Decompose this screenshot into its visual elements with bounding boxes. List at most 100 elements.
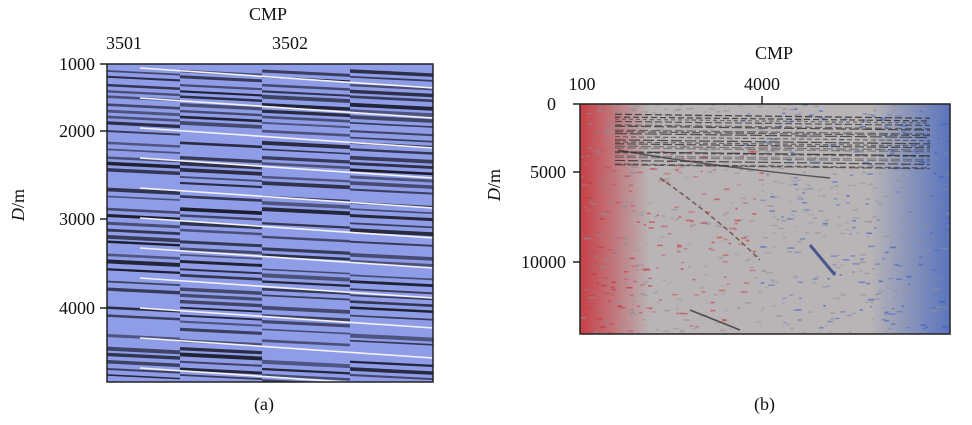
noise-speck bbox=[945, 212, 950, 214]
noise-speck bbox=[743, 282, 749, 284]
noise-speck bbox=[830, 312, 835, 314]
noise-speck bbox=[611, 104, 617, 107]
noise-speck bbox=[769, 121, 773, 124]
noise-speck bbox=[678, 166, 684, 169]
noise-speck bbox=[622, 205, 627, 207]
noise-speck bbox=[876, 274, 881, 276]
noise-speck bbox=[776, 219, 780, 221]
reflection-event bbox=[614, 147, 931, 153]
noise-speck bbox=[749, 266, 754, 269]
reflection-event bbox=[179, 253, 263, 260]
noise-speck bbox=[607, 300, 612, 302]
noise-speck bbox=[725, 211, 729, 214]
noise-speck bbox=[860, 258, 865, 260]
noise-speck bbox=[875, 293, 880, 296]
noise-speck bbox=[892, 289, 898, 292]
noise-speck bbox=[905, 133, 909, 136]
noise-speck bbox=[758, 179, 764, 181]
reflection-event bbox=[107, 352, 181, 360]
noise-speck bbox=[591, 290, 594, 292]
noise-speck bbox=[892, 162, 900, 164]
reflection-event bbox=[107, 121, 181, 129]
noise-speck bbox=[831, 297, 835, 299]
noise-speck bbox=[591, 203, 598, 205]
noise-speck bbox=[593, 150, 601, 152]
reflection-event bbox=[179, 320, 263, 327]
noise-speck bbox=[832, 173, 837, 175]
noise-speck bbox=[860, 253, 867, 256]
reflection-event bbox=[614, 116, 931, 122]
noise-speck bbox=[759, 172, 764, 174]
noise-speck bbox=[657, 244, 663, 247]
noise-speck bbox=[867, 164, 872, 166]
noise-speck bbox=[713, 198, 720, 201]
white-line bbox=[139, 307, 433, 329]
noise-speck bbox=[722, 318, 727, 321]
noise-speck bbox=[871, 318, 874, 320]
noise-speck bbox=[646, 123, 653, 125]
reflection-event bbox=[179, 181, 263, 189]
reflection-event bbox=[349, 95, 433, 103]
noise-speck bbox=[714, 225, 722, 227]
noise-speck bbox=[753, 198, 757, 200]
noise-speck bbox=[836, 204, 840, 206]
panel-a-reflection-events bbox=[107, 67, 433, 382]
noise-speck bbox=[776, 315, 783, 317]
noise-speck bbox=[787, 247, 795, 249]
noise-speck bbox=[684, 248, 688, 250]
noise-speck bbox=[724, 188, 730, 190]
noise-speck bbox=[849, 174, 854, 177]
reflection-event bbox=[107, 346, 181, 355]
noise-speck bbox=[636, 127, 639, 129]
noise-speck bbox=[908, 228, 914, 231]
noise-speck bbox=[649, 308, 652, 311]
noise-speck bbox=[710, 301, 715, 304]
noise-speck bbox=[795, 188, 800, 191]
noise-speck bbox=[662, 279, 666, 282]
reflection-event bbox=[179, 360, 263, 367]
reflection-event bbox=[261, 175, 351, 183]
noise-speck bbox=[923, 224, 929, 227]
noise-speck bbox=[602, 212, 609, 215]
reflection-event bbox=[107, 314, 181, 321]
noise-speck bbox=[793, 177, 798, 179]
noise-speck bbox=[866, 232, 873, 235]
reflection-event bbox=[107, 280, 181, 287]
noise-speck bbox=[786, 217, 791, 220]
noise-speck bbox=[789, 151, 795, 154]
noise-speck bbox=[945, 213, 950, 216]
noise-speck bbox=[655, 105, 659, 107]
noise-speck bbox=[877, 292, 882, 294]
noise-speck bbox=[605, 166, 612, 169]
noise-speck bbox=[835, 297, 841, 300]
noise-speck bbox=[761, 270, 767, 272]
noise-speck bbox=[793, 309, 799, 311]
noise-speck bbox=[611, 281, 616, 283]
noise-speck bbox=[611, 282, 617, 284]
noise-speck bbox=[896, 180, 903, 182]
noise-speck bbox=[875, 200, 879, 202]
noise-speck bbox=[734, 228, 737, 231]
panel-b-y-tick-5000: 5000 bbox=[530, 162, 566, 182]
noise-speck bbox=[745, 302, 751, 304]
noise-speck bbox=[676, 108, 683, 110]
reflection-event bbox=[614, 125, 931, 131]
noise-speck bbox=[896, 313, 900, 315]
noise-speck bbox=[827, 277, 830, 280]
noise-speck bbox=[760, 282, 765, 284]
reflection-event bbox=[179, 299, 263, 308]
noise-speck bbox=[603, 110, 607, 113]
reflection-event bbox=[107, 130, 181, 136]
noise-speck bbox=[760, 199, 766, 202]
noise-speck bbox=[883, 235, 890, 238]
noise-speck bbox=[711, 149, 715, 151]
reflection-event bbox=[349, 168, 433, 176]
noise-speck bbox=[771, 224, 779, 227]
noise-speck bbox=[890, 152, 895, 155]
noise-speck bbox=[617, 302, 625, 304]
noise-speck bbox=[624, 125, 629, 128]
reflection-event bbox=[179, 287, 263, 295]
noise-speck bbox=[634, 313, 638, 315]
noise-speck bbox=[580, 316, 586, 319]
noise-speck bbox=[634, 268, 639, 271]
